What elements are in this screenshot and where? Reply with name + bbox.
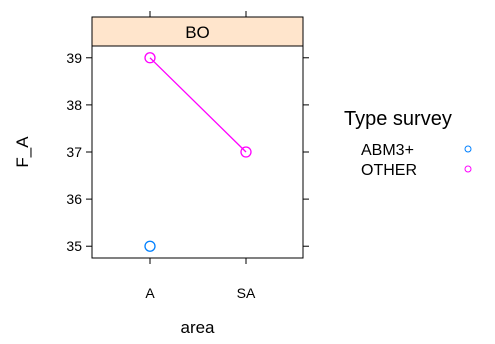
y-tick-label: 37 <box>66 144 82 160</box>
plot-panel <box>91 45 304 259</box>
x-tick-label: A <box>145 285 155 301</box>
data-point <box>240 146 252 158</box>
axis-ticks: 35 36 37 38 39 A SA <box>66 11 309 301</box>
legend-symbol <box>464 165 472 173</box>
strip-label: BO <box>185 23 210 42</box>
legend-label: ABM3+ <box>361 142 414 159</box>
legend-symbol <box>464 145 472 153</box>
x-axis-label: area <box>180 318 215 337</box>
x-tick-label: SA <box>237 285 256 301</box>
legend: ABM3+ OTHER <box>361 142 472 179</box>
strip-background <box>91 16 304 47</box>
y-tick-label: 35 <box>66 238 82 254</box>
y-tick-label: 38 <box>66 97 82 113</box>
series-line-other <box>149 57 247 153</box>
y-axis-label: F_A <box>13 136 32 168</box>
chart-marks <box>144 52 252 252</box>
legend-title: Type survey <box>344 108 452 130</box>
y-tick-label: 39 <box>66 50 82 66</box>
data-point <box>144 52 156 64</box>
y-tick-label: 36 <box>66 191 82 207</box>
legend-label: OTHER <box>361 162 417 179</box>
data-point <box>144 240 156 252</box>
